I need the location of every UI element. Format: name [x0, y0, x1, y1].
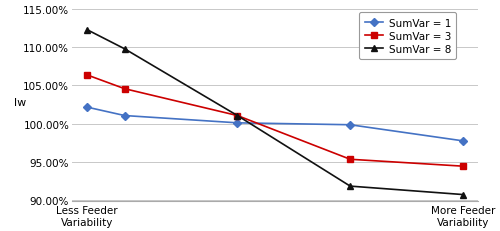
SumVar = 3	[84, 74, 90, 77]
SumVar = 8	[234, 115, 240, 117]
Y-axis label: lw: lw	[14, 98, 26, 108]
SumVar = 8	[460, 193, 466, 196]
SumVar = 3	[347, 158, 353, 161]
SumVar = 1	[122, 115, 128, 117]
SumVar = 8	[122, 48, 128, 51]
SumVar = 8	[347, 185, 353, 188]
SumVar = 1	[460, 140, 466, 143]
SumVar = 3	[460, 165, 466, 168]
SumVar = 1	[347, 124, 353, 127]
Line: SumVar = 3: SumVar = 3	[84, 73, 466, 169]
SumVar = 3	[234, 115, 240, 117]
SumVar = 1	[84, 106, 90, 109]
SumVar = 3	[122, 88, 128, 91]
SumVar = 1	[234, 122, 240, 125]
Legend: SumVar = 1, SumVar = 3, SumVar = 8: SumVar = 1, SumVar = 3, SumVar = 8	[360, 13, 456, 60]
Line: SumVar = 1: SumVar = 1	[84, 105, 466, 144]
SumVar = 8	[84, 29, 90, 32]
Line: SumVar = 8: SumVar = 8	[84, 28, 466, 198]
